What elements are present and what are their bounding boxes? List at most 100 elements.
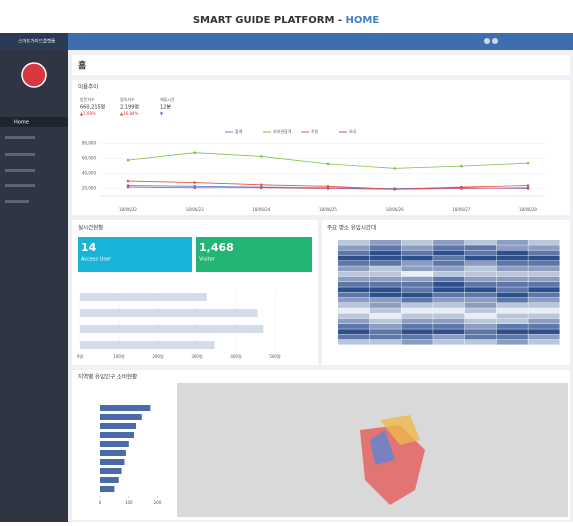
title-highlight: HOME — [346, 15, 380, 26]
heat-cell — [338, 255, 370, 261]
heat-cell — [401, 329, 433, 335]
stat-value: 12분 — [160, 105, 171, 111]
x-tick-label: 18/06/22 — [119, 207, 137, 212]
heat-cell — [496, 271, 528, 277]
heat-cell — [433, 324, 465, 329]
heat-cell — [464, 334, 497, 340]
point — [260, 186, 263, 190]
heat-cell — [464, 324, 497, 329]
x-tick-label: 400명 — [230, 353, 242, 359]
heat-cell — [433, 255, 465, 261]
heat-cell — [464, 308, 497, 314]
heat-cell — [338, 339, 370, 345]
heat-cell — [464, 245, 497, 251]
heat-cell — [338, 287, 370, 293]
heat-cell — [433, 250, 465, 256]
x-tick-label: 200명 — [152, 353, 164, 359]
heat-cell — [369, 276, 402, 282]
point — [193, 151, 196, 154]
heat-cell — [464, 255, 497, 261]
heat-cell — [433, 297, 465, 303]
heat-cell — [369, 308, 402, 314]
heat-cell — [401, 287, 433, 293]
menu-active[interactable] — [0, 117, 68, 127]
heat-cell — [433, 339, 465, 345]
heat-cell — [496, 324, 528, 329]
x-tick-label: 18/06/28 — [519, 207, 537, 212]
heat-cell — [496, 297, 528, 303]
heat-cell — [496, 250, 528, 256]
heat-cell — [401, 250, 433, 256]
heat-cell — [464, 282, 497, 287]
heat-cell — [338, 276, 370, 282]
x-tick-label: 500명 — [269, 353, 281, 359]
point — [526, 186, 530, 190]
point — [326, 162, 330, 166]
heat-cell — [338, 240, 370, 245]
heat-cell — [401, 240, 433, 245]
heat-cell — [338, 313, 370, 319]
heat-cell — [528, 334, 560, 340]
heat-cell — [369, 255, 402, 261]
heat-cell — [496, 261, 528, 266]
avatar — [21, 62, 47, 88]
heat-cell — [464, 318, 497, 324]
heat-cell — [528, 303, 560, 308]
heat-cell — [528, 266, 560, 272]
heat-cell — [401, 339, 433, 345]
heat-cell — [464, 261, 497, 266]
heat-cell — [464, 313, 497, 319]
heat-cell — [496, 292, 528, 298]
panel-title: 이용추이 — [78, 83, 98, 91]
bar — [100, 486, 115, 492]
point — [393, 167, 396, 170]
heat-cell — [401, 334, 433, 340]
point — [326, 184, 330, 188]
menu-rest — [5, 136, 35, 203]
icon[interactable] — [484, 38, 490, 44]
heat-cell — [496, 276, 528, 282]
page-title: SMART GUIDE PLATFORM - HOME — [193, 15, 380, 26]
heat-cell — [433, 240, 465, 245]
heat-cell — [369, 250, 402, 256]
heat-cell — [369, 261, 402, 266]
heat-cell — [401, 303, 433, 308]
panel-title: 실시간현황 — [78, 224, 103, 232]
heat-cell — [369, 303, 402, 308]
heat-cell — [496, 303, 528, 308]
bar — [100, 468, 122, 474]
x-tick-label: 18/06/26 — [386, 207, 404, 212]
heat-cell — [528, 250, 560, 256]
x-tick-label: 18/06/24 — [252, 207, 270, 212]
heat-cell — [338, 297, 370, 303]
heat-cell — [401, 308, 433, 314]
panel-title: 주요 명소 유입시간대 — [327, 224, 376, 232]
panel-usage — [72, 80, 570, 215]
app-name: 스마트가이드플랫폼 — [18, 38, 55, 45]
point — [526, 184, 530, 187]
heat-cell — [528, 318, 560, 324]
heat-cell — [433, 271, 465, 277]
heat-cell — [401, 313, 433, 319]
heat-cell — [464, 292, 497, 298]
heat-cell — [496, 313, 528, 319]
menu-item[interactable]: Home — [14, 120, 29, 126]
heat-cell — [401, 318, 433, 324]
heat-cell — [464, 303, 497, 308]
heat-cell — [369, 297, 402, 303]
sidebar — [0, 50, 68, 522]
breadcrumb — [72, 55, 570, 75]
heat-cell — [369, 240, 402, 245]
heat-cell — [464, 287, 497, 293]
heat-cell — [338, 324, 370, 329]
heat-cell — [401, 324, 433, 329]
point — [260, 155, 263, 158]
x-tick-label: 0명 — [77, 353, 84, 359]
heat-cell — [369, 282, 402, 287]
y-tick-label: 40,000 — [82, 171, 96, 176]
bar — [80, 293, 207, 301]
icon[interactable] — [492, 38, 498, 44]
heat-cell — [528, 255, 560, 261]
heat-cell — [528, 282, 560, 287]
heat-cell — [401, 282, 433, 287]
